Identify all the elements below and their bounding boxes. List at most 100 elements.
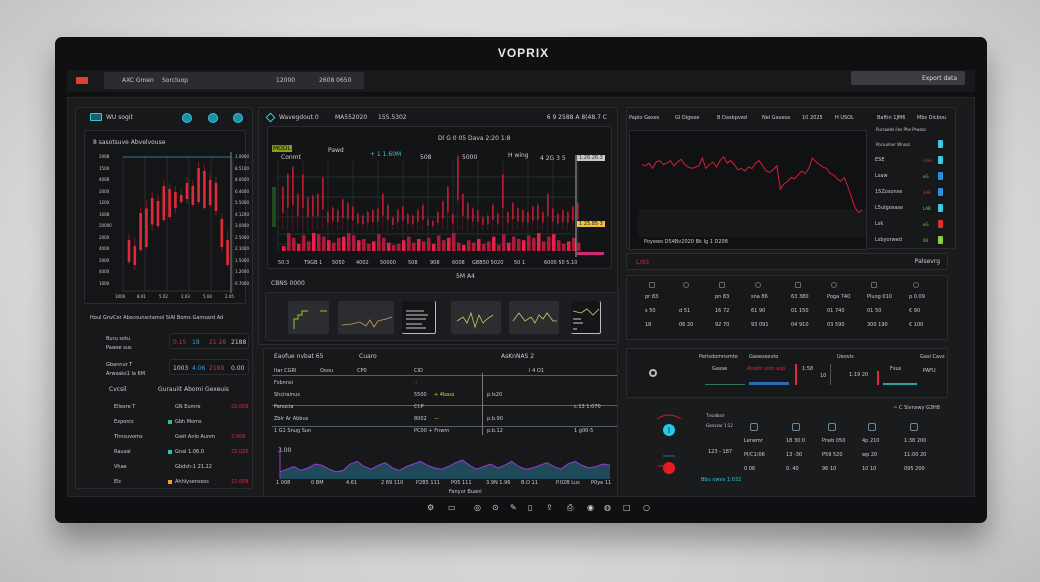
tab-7[interactable]: Mbs Dicbou [917, 115, 947, 121]
detail-link[interactable]: Bbu nwvs 1:032 [701, 477, 742, 483]
stat-icon[interactable] [831, 282, 837, 288]
metric-icon[interactable] [910, 423, 918, 431]
tab-2[interactable]: B Dasbpved [717, 115, 748, 121]
list-item-meta: Gwit Anlo Aunm [175, 434, 216, 440]
target-icon[interactable]: ◉ [587, 503, 594, 512]
apple-icon[interactable]: ◍ [604, 503, 611, 512]
print-icon[interactable]: ⎙ [567, 503, 574, 512]
card-label: Ueovis [837, 354, 854, 360]
stat-icon[interactable] [913, 282, 919, 288]
status-pill [938, 204, 943, 212]
list-item[interactable]: Vhae Gbdsh-1 21.22 [76, 462, 254, 474]
status-pill [938, 172, 943, 180]
chat-icon[interactable]: ◎ [474, 503, 481, 512]
window-icon[interactable]: ▭ [448, 503, 456, 512]
chart-subtitle: 8 sasotsuve Abvelvouse [93, 139, 166, 146]
tools-icon[interactable] [233, 113, 243, 123]
stat-icon[interactable] [683, 282, 689, 288]
widget-bars[interactable] [288, 301, 329, 334]
order-label: Pawse sus [106, 345, 132, 351]
order-box[interactable]: 1003 4.06 2189 0.00 [169, 359, 249, 375]
row-divider [272, 426, 617, 427]
toolbar-item[interactable]: 2608 0650 [319, 77, 352, 84]
upload-icon[interactable]: ⇪ [546, 503, 553, 512]
tab-0[interactable]: Paplo Gexes [629, 115, 660, 121]
watchlist-item[interactable]: 15Zosonse SdB [875, 188, 945, 200]
list-item[interactable]: Exporcs Gbh Moms [76, 417, 254, 429]
table-row[interactable]: Shcirainus 5500 + 4bass p.ls20 [264, 391, 619, 401]
table-row[interactable]: Panucia CI:P c.13 1:070 [264, 403, 619, 413]
settings-icon[interactable] [649, 369, 657, 377]
table-row[interactable]: Zblr Ar Abbus 8002 — p.b.90 [264, 415, 619, 425]
x-tick: 4002 [356, 260, 369, 266]
card-value: 10 [820, 373, 827, 379]
table-title: AsKnNAS 2 [501, 353, 535, 360]
order-value: 1003 [173, 365, 189, 372]
volume-bar [417, 239, 421, 251]
cell: Shcirainus [274, 392, 300, 398]
legend-item: MODL [272, 145, 292, 152]
watchlist-item[interactable]: Lsk eG [875, 220, 945, 232]
pen-icon[interactable]: ✎ [510, 503, 517, 512]
tab-6[interactable]: Baftin 1JM6 [877, 115, 906, 121]
refresh-icon[interactable] [208, 113, 218, 123]
bottom-right-panel: ~ C Sivnswy G3H8 Tnvalbsrr Gonvsar 1:12 … [626, 403, 948, 491]
menu-button[interactable] [76, 77, 88, 84]
watchlist-item[interactable]: L5ulgosase LAB [875, 204, 945, 216]
watch-change: eG [923, 174, 929, 179]
metric-icon[interactable] [868, 423, 876, 431]
widget-line[interactable] [338, 301, 394, 334]
candle [139, 213, 142, 250]
left-panel: WU sogit 8 sasotsuve Abvelvouse 2008 1500… [75, 107, 253, 489]
watchlist-item[interactable]: Lsbyorwed 00 [875, 236, 945, 248]
volume-bar [482, 243, 486, 251]
tab-1[interactable]: Gl Digeee [675, 115, 700, 121]
settings-icon[interactable]: ⚙ [427, 503, 435, 512]
volume-bar [567, 241, 571, 251]
table-row[interactable]: 1 G1 Snug Sun PC00 + Fnwm p.b.12 1 g00-5 [264, 427, 619, 437]
tab-4[interactable]: 10 2025 [802, 115, 823, 121]
list-item-meta: GN Eumre [175, 404, 201, 410]
status-dot [168, 420, 172, 424]
cell: ·· [414, 380, 418, 386]
list-item[interactable]: Rausal Gnal 1.06.0 22.020 [76, 447, 254, 459]
order-value: 2189 [209, 365, 225, 372]
toolbar-item[interactable]: Sorcluop [162, 77, 189, 84]
tab-3[interactable]: Nel Gasesa [762, 115, 791, 121]
circle-2-icon[interactable]: ○ [643, 503, 650, 512]
line-chart-box: Poyewo DS4Bv2020 Bk Ig 1 D208 [629, 130, 867, 250]
stat-icon[interactable] [871, 282, 877, 288]
volume-bar [372, 241, 376, 251]
widget-list[interactable] [402, 301, 436, 334]
widget-oscillator[interactable] [451, 301, 501, 334]
square-icon[interactable]: □ [623, 503, 631, 512]
metric-value: P59 520 [822, 452, 843, 458]
toolbar-item[interactable]: AXC Gmen [122, 77, 154, 84]
stat-icon[interactable] [649, 282, 655, 288]
list-item[interactable]: Elc Ahhlysenssos 22.008 [76, 477, 254, 489]
tab-5[interactable]: H USOL [835, 115, 854, 121]
table-row[interactable]: Fsbnnsi ·· [264, 379, 619, 389]
widget-mixed[interactable] [571, 301, 601, 334]
toolbar-item[interactable]: 12000 [276, 77, 296, 84]
stat-icon[interactable] [795, 282, 801, 288]
order-box[interactable]: 0.15 18 21 28 2188 [169, 333, 249, 349]
widget-wave[interactable] [509, 301, 559, 334]
volume-bar [367, 243, 371, 251]
doc-icon[interactable]: ▯ [528, 503, 533, 512]
list-item[interactable]: Ellesre T GN Eumre 22.008 [76, 402, 254, 414]
pair-code: MA552020 [335, 114, 368, 121]
metric-icon[interactable] [828, 423, 836, 431]
watchlist-item[interactable]: ESE Fdev [875, 156, 945, 168]
list-item[interactable]: Thnsuvoms Gwit Anlo Aunm 2.008 [76, 432, 254, 444]
cell: PC00 + Fnwm [414, 428, 450, 434]
metric-icon[interactable] [792, 423, 800, 431]
candle [133, 246, 137, 265]
export-button[interactable]: Export data [851, 71, 965, 85]
circle-icon[interactable]: ⊙ [492, 503, 499, 512]
home-icon[interactable] [182, 113, 192, 123]
stat-icon[interactable] [755, 282, 761, 288]
stat-icon[interactable] [719, 282, 725, 288]
watchlist-item[interactable]: Lsaw eG [875, 172, 945, 184]
metric-icon[interactable] [750, 423, 758, 431]
